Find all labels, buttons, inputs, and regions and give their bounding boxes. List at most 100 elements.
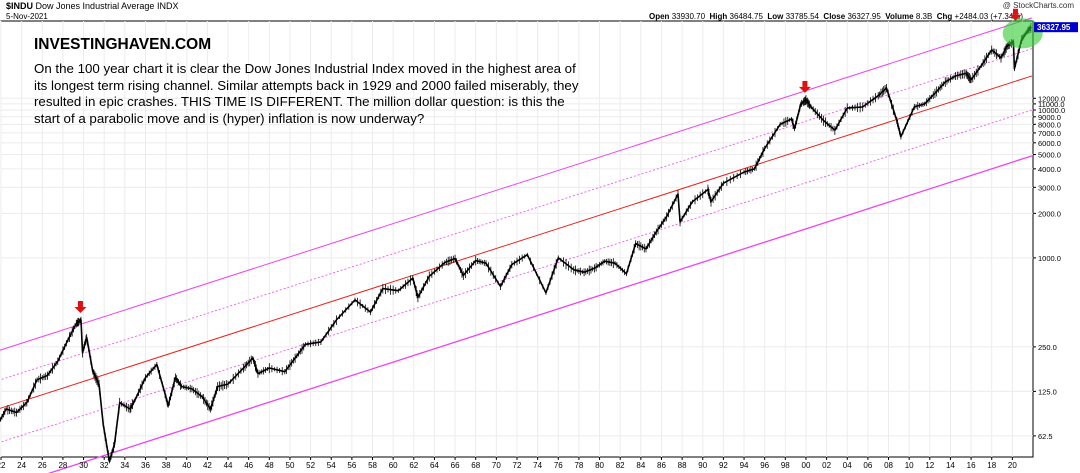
x-tick-label: 20 [1008,461,1017,470]
x-tick-label: 70 [492,461,501,470]
x-tick-label: 90 [698,461,707,470]
x-axis: 22 24 26 28 30 32 34 36 38 40 42 44 46 48 50 52 54 56 58 60… [0,457,1017,470]
ohlc-readout: Open 33930.70 High 36484.75 Low 33785.54… [649,12,1023,21]
annotation-marks [74,8,1043,314]
x-tick-label: 92 [719,461,728,470]
peak-arrow [1009,8,1022,21]
x-tick-label: 42 [203,461,212,470]
y-tick-label: 10000.0 [1038,106,1065,115]
x-tick-label: 32 [100,461,109,470]
x-tick-label: 44 [224,461,233,470]
x-tick-label: 60 [389,461,398,470]
x-tick-label: 28 [58,461,67,470]
x-tick-label: 72 [513,461,522,470]
x-tick-label: 40 [182,461,191,470]
peak-arrow [798,80,811,93]
channel-lower [47,155,1033,473]
x-tick-label: 18 [987,461,996,470]
x-tick-label: 54 [327,461,336,470]
x-tick-label: 52 [306,461,315,470]
close-label: Close [823,12,846,21]
open-value: 33930.70 [671,12,706,21]
low-label: Low [767,12,784,21]
y-tick-label: 4000.0 [1038,165,1061,174]
x-tick-label: 82 [616,461,625,470]
x-tick-label: 96 [760,461,769,470]
low-value: 33785.54 [785,12,819,21]
y-tick-label: 8000.0 [1038,120,1061,129]
annotation-text: On the 100 year chart it is clear the Do… [34,61,579,126]
x-tick-label: 84 [636,461,645,470]
exchange: INDX [156,1,179,11]
brand-title: INVESTINGHAVEN.COM [34,36,212,53]
x-tick-label: 24 [17,461,26,470]
arrow-head [74,307,87,314]
y-tick-label: 62.5 [1038,432,1053,441]
x-tick-label: 36 [141,461,150,470]
x-tick-label: 50 [286,461,295,470]
trend-channel [0,17,1033,473]
high-value: 36484.75 [729,12,763,21]
y-axis: 62.5 125.0 250.0 1000.0 2000.0 3000.0 4000.0 50… [1033,22,1078,441]
y-tick-label: 12000.0 [1038,94,1065,103]
x-tick-label: 98 [781,461,790,470]
x-tick-label: 66 [451,461,460,470]
channel-middle [0,75,1033,409]
y-tick-label: 6000.0 [1038,139,1061,148]
y-tick-label: 125.0 [1038,387,1057,396]
highlight-circle [1002,18,1043,49]
x-tick-label: 76 [554,461,563,470]
x-tick-label: 46 [244,461,253,470]
x-tick-label: 56 [347,461,356,470]
x-tick-label: 30 [79,461,88,470]
y-tick-label: 7000.0 [1038,129,1061,138]
x-tick-label: 80 [595,461,604,470]
peak-arrow [74,301,87,314]
x-tick-label: 14 [946,461,955,470]
x-tick-label: 78 [574,461,583,470]
x-tick-label: 22 [0,461,6,470]
x-tick-label: 12 [925,461,934,470]
x-tick-label: 58 [368,461,377,470]
x-tick-label: 08 [884,461,893,470]
y-tick-label: 11000.0 [1038,100,1065,109]
symbol: $INDU [6,1,34,11]
x-tick-label: 74 [533,461,542,470]
last-price-label: 36327.95 [1037,23,1071,32]
chart-date: 5-Nov-2021 [6,12,48,21]
x-tick-label: 38 [162,461,171,470]
x-tick-label: 64 [430,461,439,470]
volume-label: Volume [885,12,914,21]
arrow-shaft [77,301,83,308]
x-tick-label: 06 [863,461,872,470]
x-tick-label: 26 [38,461,47,470]
x-tick-label: 94 [740,461,749,470]
y-tick-label: 250.0 [1038,343,1057,352]
arrow-head [1009,14,1022,21]
high-label: High [709,12,728,21]
volume-value: 8.3B [915,12,933,21]
chg-label: Chg [936,12,953,21]
y-tick-label: 3000.0 [1038,183,1061,192]
instrument-name: Dow Jones Industrial Average [35,1,155,11]
x-tick-label: 62 [409,461,418,470]
chg-value: +2484.03 (+7.34%) [954,12,1024,21]
chart-header-symbol: $INDU Dow Jones Industrial Average INDX [6,1,178,11]
channel-upper [0,17,1033,351]
channel-upper-inner [0,48,1033,381]
x-tick-label: 34 [120,461,129,470]
y-tick-label: 2000.0 [1038,209,1061,218]
close-value: 36327.95 [847,12,881,21]
x-tick-label: 02 [822,461,831,470]
channel-lower-inner [0,109,1033,443]
x-tick-label: 48 [265,461,274,470]
x-tick-label: 88 [678,461,687,470]
y-tick-label: 5000.0 [1038,151,1061,160]
arrow-head [798,86,811,93]
x-tick-label: 86 [657,461,666,470]
copyright: @ StockCharts.com [1002,1,1074,10]
x-tick-label: 10 [905,461,914,470]
arrow-shaft [1012,8,1018,15]
x-tick-label: 00 [802,461,811,470]
